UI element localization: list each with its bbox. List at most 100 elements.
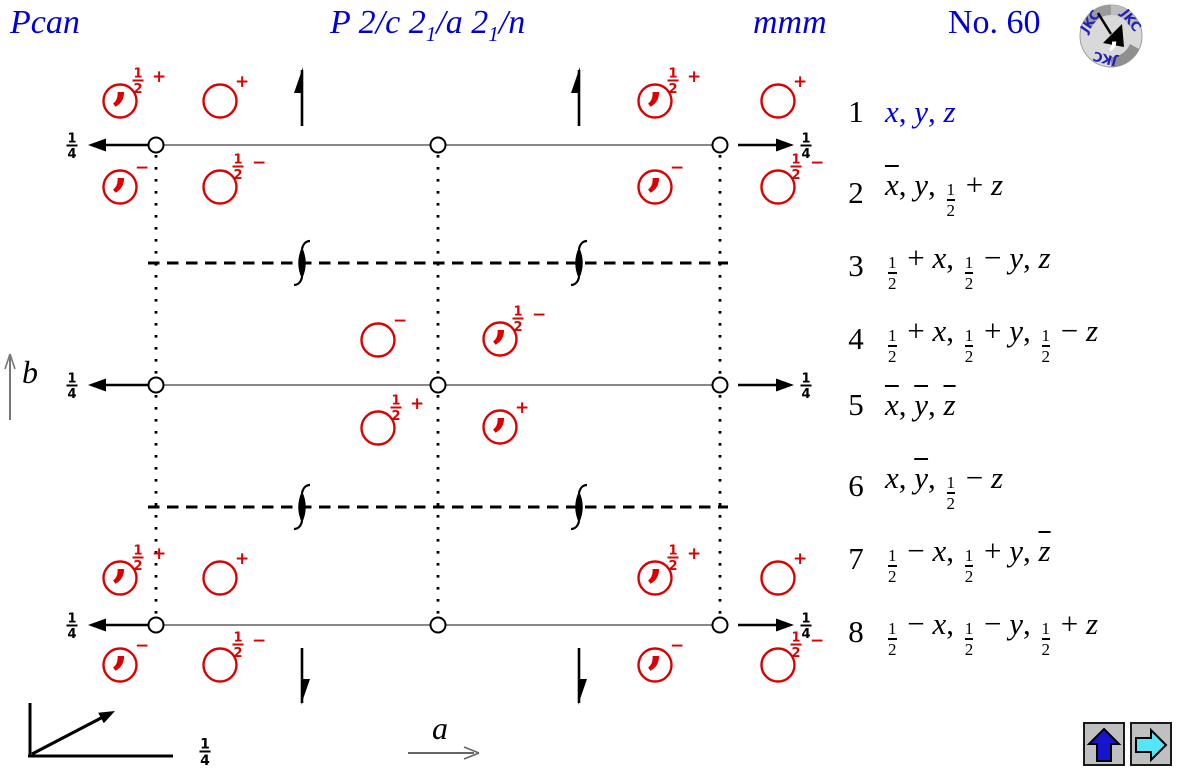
diagram-text: − (393, 311, 407, 331)
logo-comma: , (1109, 19, 1119, 54)
variable: x (932, 240, 947, 275)
diagram-shape (571, 67, 580, 93)
fraction-label: 12 (232, 631, 244, 661)
diagram-shape (102, 560, 138, 596)
up-arrow-icon (1086, 727, 1122, 762)
separator: , (898, 94, 915, 129)
diagram-text: − (810, 631, 824, 651)
diagram-text: 1 (801, 372, 810, 387)
fraction-label: 14 (66, 372, 78, 402)
diagram-text: 4 (801, 387, 810, 402)
diagram-text: 2 (791, 646, 800, 661)
atom-enantiomorph: , − (102, 620, 149, 683)
atom-enantiomorph: , + (482, 382, 529, 445)
diagram-shape (1096, 12, 1113, 35)
fraction-label: 12 (790, 153, 802, 183)
diagram-shape (776, 378, 794, 392)
variable: z (991, 460, 1004, 495)
separator: , (1023, 533, 1039, 568)
separator: , (946, 606, 962, 641)
atom: + (202, 72, 249, 119)
inversion-center-node (429, 616, 447, 634)
atom-enantiomorph: , − (637, 142, 684, 205)
diagram-shape (298, 247, 306, 279)
inversion-center-node (147, 616, 165, 634)
diagram-text: 1 (391, 394, 400, 409)
diagram-text: + (152, 544, 166, 564)
separator: − (958, 460, 992, 495)
fraction-label: 12 (132, 67, 144, 97)
diagram-text: 1 (791, 631, 800, 646)
diagram-shape (637, 647, 673, 683)
diagram-shape (578, 679, 587, 705)
diagram-shape (577, 483, 588, 494)
comma-glyph: , (647, 533, 663, 587)
separator: − (899, 533, 933, 568)
barred-variable: y (914, 387, 929, 422)
barred-variable: x (885, 167, 899, 202)
diagram-shape (360, 322, 396, 358)
diagram-shape (570, 520, 581, 531)
atom-enantiomorph: , − (102, 142, 149, 205)
variable: x (885, 94, 899, 129)
position-number: 5 (848, 387, 864, 422)
variable: x (932, 313, 947, 348)
b-axis-arrow (4, 353, 16, 420)
fraction-label: 14 (66, 132, 78, 162)
subscript-digit: 1 (488, 21, 499, 46)
diagram-shape (463, 752, 480, 760)
separator: − (899, 606, 933, 641)
diagram-text: 2 (668, 559, 677, 574)
diagram-shape (482, 321, 518, 357)
diagram-text: 1 (801, 132, 810, 147)
atom-enantiomorph: , 12+ (637, 56, 701, 119)
atom: + (760, 549, 807, 596)
separator: , (946, 240, 962, 275)
variable: y (1009, 240, 1023, 275)
up-button[interactable] (1083, 722, 1125, 766)
diagram-text: − (252, 153, 266, 173)
diagram-shape (575, 247, 583, 279)
diagram-text: 1 (133, 67, 142, 82)
diagram-text: + (515, 398, 529, 418)
diagram-text: 2 (233, 646, 242, 661)
separator: − (976, 240, 1010, 275)
variable: z (1085, 606, 1099, 641)
a-axis-arrow (408, 746, 480, 760)
screw-axis-half-arrow (577, 648, 587, 705)
diagram-shape (776, 138, 794, 152)
diagram-shape (760, 83, 796, 119)
diagram-text: 4 (200, 753, 210, 769)
atom: − (360, 311, 407, 358)
diagram-text: 2 (791, 168, 800, 183)
inversion-center-node (711, 376, 729, 394)
atom: + (760, 72, 807, 119)
inversion-center-node (147, 136, 165, 154)
diagram-text: − (670, 158, 684, 178)
diagram-text: 1 (233, 153, 242, 168)
separator: , (928, 460, 944, 495)
diagram-shape (88, 138, 106, 152)
variable: z (1038, 240, 1051, 275)
diagram-text: 1 (668, 544, 677, 559)
comma-glyph: , (647, 56, 663, 110)
diagram-text: 1 (67, 612, 76, 627)
diagram-text: + (152, 67, 166, 87)
next-button[interactable] (1130, 722, 1172, 766)
diagram-text: + (793, 549, 807, 569)
variable: z (991, 167, 1004, 202)
position-item-1: 1 x, y, z (843, 94, 955, 130)
diagram-text: + (687, 544, 701, 564)
diagram-shape (637, 83, 673, 119)
atom: 12− (202, 631, 266, 683)
